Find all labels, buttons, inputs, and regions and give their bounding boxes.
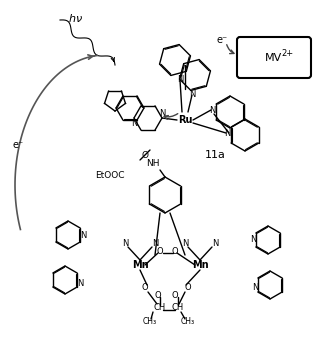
Text: N: N (209, 105, 215, 114)
Text: O: O (157, 248, 163, 256)
Text: N: N (252, 284, 258, 292)
Text: O: O (155, 291, 161, 300)
Text: $h\nu$: $h\nu$ (68, 12, 83, 24)
Text: N: N (224, 129, 230, 138)
Text: N: N (250, 235, 256, 244)
Text: Mn: Mn (132, 260, 148, 270)
Text: N: N (182, 239, 188, 248)
Text: Mn: Mn (192, 260, 208, 270)
Text: e⁻: e⁻ (12, 140, 24, 150)
Text: CH₃: CH₃ (143, 318, 157, 327)
Text: N: N (159, 108, 165, 117)
Text: N: N (122, 239, 128, 248)
Text: MV: MV (265, 53, 283, 63)
Text: Ru: Ru (178, 115, 192, 125)
Text: CH: CH (154, 303, 166, 312)
Text: EtOOC: EtOOC (95, 171, 125, 180)
Text: O: O (172, 291, 178, 300)
Text: O: O (172, 248, 178, 256)
Text: 2+: 2+ (281, 49, 293, 58)
Text: e⁻: e⁻ (216, 35, 227, 45)
Text: NH: NH (146, 158, 160, 167)
Text: CH: CH (172, 303, 184, 312)
Text: N: N (80, 230, 86, 239)
Text: N: N (152, 239, 158, 248)
Text: O: O (142, 284, 148, 292)
Text: N: N (177, 75, 183, 84)
Text: N: N (131, 118, 137, 127)
Text: N: N (189, 90, 195, 99)
Text: 11a: 11a (204, 150, 226, 160)
Text: N: N (212, 239, 218, 248)
Text: O: O (185, 284, 191, 292)
FancyBboxPatch shape (237, 37, 311, 78)
Text: N: N (77, 279, 83, 288)
Text: CH₃: CH₃ (181, 318, 195, 327)
Text: O: O (142, 150, 149, 159)
